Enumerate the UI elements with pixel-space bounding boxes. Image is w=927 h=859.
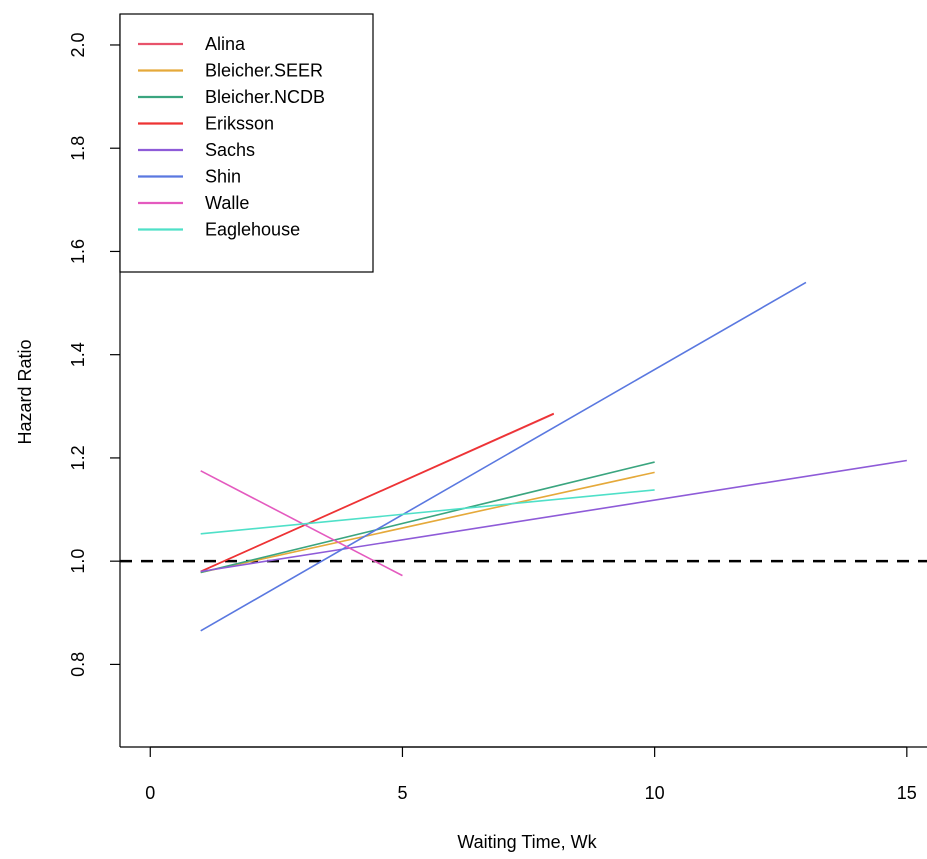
legend-label: Bleicher.NCDB [205, 87, 325, 107]
series-line-bleicher-ncdb [200, 461, 655, 574]
y-tick-label: 0.8 [68, 652, 88, 677]
legend-label: Bleicher.SEER [205, 61, 323, 81]
x-axis-title: Waiting Time, Wk [457, 832, 597, 852]
series-line-bleicher-seer [200, 471, 655, 574]
x-tick-label: 10 [645, 783, 665, 803]
y-axis-title: Hazard Ratio [15, 339, 35, 444]
legend-label: Eriksson [205, 114, 274, 134]
legend-label: Eaglehouse [205, 220, 300, 240]
y-tick-label: 1.6 [68, 239, 88, 264]
legend-label: Sachs [205, 140, 255, 160]
series-line-shin [200, 281, 807, 632]
y-tick-label: 1.0 [68, 549, 88, 574]
x-tick-label: 15 [897, 783, 917, 803]
series-line-eaglehouse [200, 489, 655, 535]
y-tick-label: 1.8 [68, 136, 88, 161]
plot-area [120, 281, 927, 632]
x-tick-label: 5 [397, 783, 407, 803]
legend-label: Walle [205, 193, 249, 213]
legend: Alina Bleicher.SEER Bleicher.NCDB Eriksson S… [119, 13, 374, 273]
legend-label: Alina [205, 34, 246, 54]
series-line-walle [200, 470, 403, 577]
y-tick-label: 1.4 [68, 342, 88, 367]
y-tick-label: 2.0 [68, 32, 88, 57]
series-line-eriksson [200, 412, 555, 573]
series-line-sachs [200, 459, 907, 573]
x-tick-label: 0 [145, 783, 155, 803]
y-tick-label: 1.2 [68, 445, 88, 470]
legend-label: Shin [205, 167, 241, 187]
